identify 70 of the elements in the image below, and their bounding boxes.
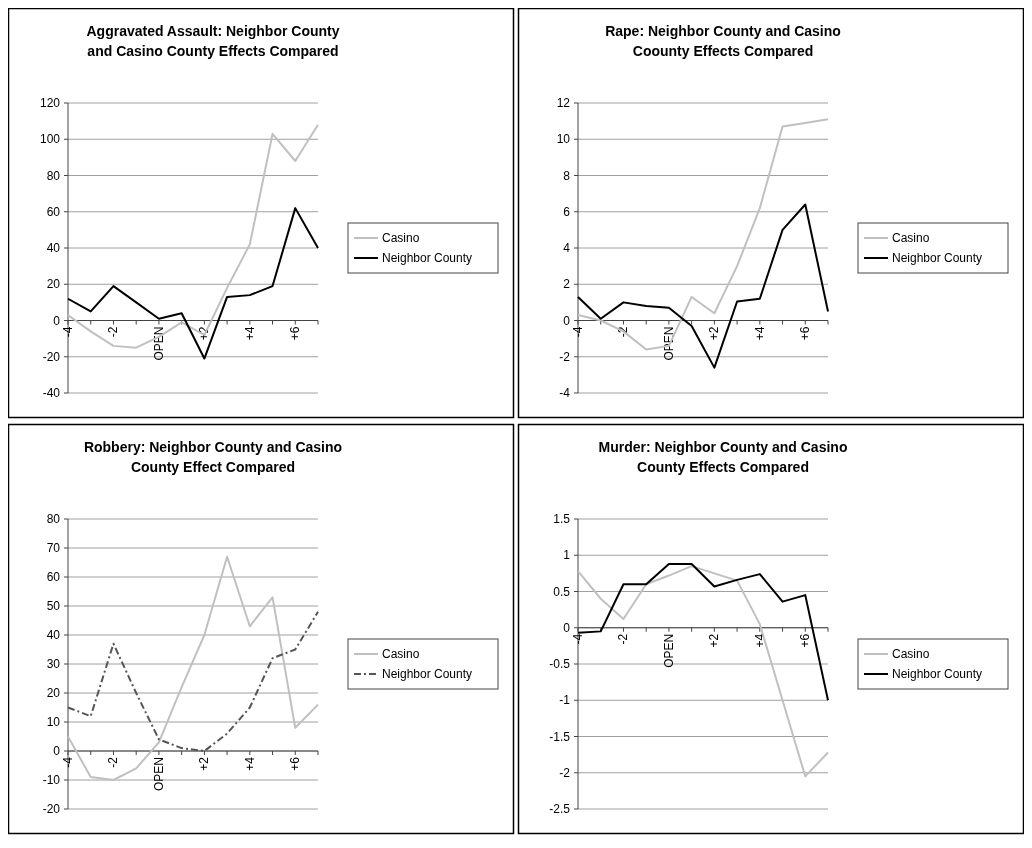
y-tick-label: -1.5 — [549, 729, 571, 744]
legend-label: Neighbor County — [892, 251, 983, 265]
chart-title: Rape: Neighbor County and Casino Coounty Effects Compared — [605, 23, 841, 59]
y-tick-label: 50 — [46, 599, 61, 613]
x-tick-label: -2 — [616, 633, 631, 645]
x-tick-label: OPEN — [661, 633, 676, 668]
y-tick-label: 20 — [46, 277, 61, 292]
legend-label: Neighbor County — [382, 251, 473, 265]
x-tick-label: -4 — [571, 633, 585, 645]
chart-title: Aggravated Assault: Neighbor County and Casino County Effects Compared — [86, 23, 340, 59]
y-tick-label: 8 — [563, 168, 571, 183]
line-series — [67, 610, 319, 752]
y-tick-label: -1 — [559, 693, 571, 708]
y-tick-label: 0 — [563, 620, 571, 635]
y-tick-label: 6 — [563, 204, 571, 219]
x-tick-label: +2 — [707, 326, 722, 341]
x-tick-label: +6 — [288, 756, 303, 771]
y-tick-label: -40 — [42, 386, 61, 400]
y-tick-label: 120 — [39, 96, 61, 110]
y-tick-label: -0.5 — [549, 657, 571, 671]
y-tick-label: -4 — [559, 386, 571, 400]
y-tick-label: -20 — [42, 802, 61, 816]
x-tick-label: -4 — [61, 326, 75, 338]
y-tick-label: 40 — [46, 241, 61, 255]
x-tick-label: -4 — [61, 756, 75, 768]
chart-title: Murder: Neighbor County and Casino County Effects Compared — [598, 439, 848, 475]
y-tick-label: 40 — [46, 628, 61, 642]
x-tick-label: +4 — [752, 633, 767, 648]
x-tick-label: +6 — [798, 326, 813, 341]
legend-label: Neighbor County — [892, 667, 983, 681]
y-tick-label: 0 — [53, 313, 61, 328]
legend-label: Casino — [892, 231, 930, 245]
legend-label: Casino — [382, 647, 420, 661]
chart-title: Robbery: Neighbor County and Casino County Effect Compared — [83, 439, 343, 475]
x-tick-label: OPEN — [151, 757, 166, 792]
x-tick-label: +2 — [197, 756, 212, 771]
y-tick-label: 0 — [563, 313, 571, 328]
x-tick-label: +4 — [242, 756, 257, 771]
y-tick-label: -2.5 — [549, 802, 571, 816]
y-tick-label: 2 — [563, 277, 571, 292]
x-tick-label: +2 — [707, 633, 722, 648]
y-tick-label: 1 — [563, 548, 571, 563]
x-tick-label: +4 — [242, 326, 257, 341]
y-tick-label: -10 — [42, 773, 61, 787]
y-tick-label: 10 — [46, 715, 61, 729]
y-tick-label: 1.5 — [553, 512, 571, 526]
y-tick-label: 12 — [556, 96, 571, 110]
y-tick-label: 60 — [46, 204, 61, 219]
y-tick-label: 60 — [46, 570, 61, 584]
y-tick-label: 80 — [46, 168, 61, 183]
y-tick-label: 100 — [39, 132, 61, 147]
y-tick-label: 70 — [46, 541, 61, 555]
legend-label: Casino — [892, 647, 930, 661]
y-tick-label: 30 — [46, 657, 61, 671]
x-tick-label: -2 — [106, 756, 121, 768]
y-tick-label: 4 — [563, 241, 571, 255]
y-tick-label: 10 — [556, 132, 571, 147]
x-tick-label: +6 — [798, 633, 813, 648]
x-tick-label: +6 — [288, 326, 303, 341]
x-tick-label: -4 — [571, 326, 585, 338]
legend-label: Casino — [382, 231, 420, 245]
y-tick-label: -20 — [42, 349, 61, 364]
y-tick-label: 20 — [46, 686, 61, 700]
x-tick-label: -2 — [106, 326, 121, 338]
y-tick-label: 0.5 — [553, 584, 571, 599]
y-tick-label: 80 — [46, 512, 61, 526]
x-tick-label: OPEN — [151, 326, 166, 361]
legend-label: Neighbor County — [382, 667, 473, 681]
x-tick-label: +4 — [752, 326, 767, 341]
y-tick-label: 0 — [53, 744, 61, 758]
